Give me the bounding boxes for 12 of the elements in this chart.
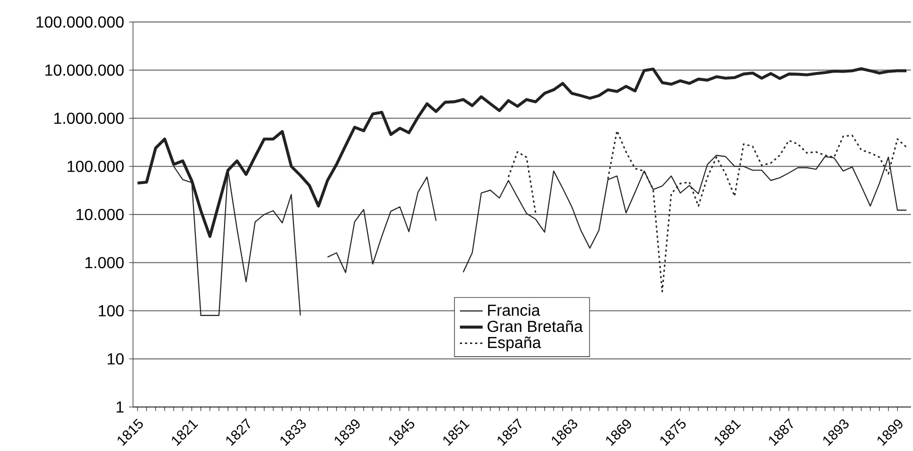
legend-label: España [488,336,542,352]
y-tick-label: 100.000 [68,160,124,172]
y-tick-label: 100.000.000 [36,16,124,28]
legend-label: Francia [488,304,540,316]
y-tick-label: 1 [116,402,124,413]
legend-label: Gran Bretaña [488,320,583,332]
y-tick-label: 1.000 [85,256,124,268]
y-tick-label: 10 [108,353,124,365]
y-tick-label: 100 [98,305,124,316]
y-tick-label: 1.000.000 [54,112,124,124]
y-tick-label: 10.000 [76,208,124,220]
y-tick-label: 10.000.000 [45,64,124,76]
